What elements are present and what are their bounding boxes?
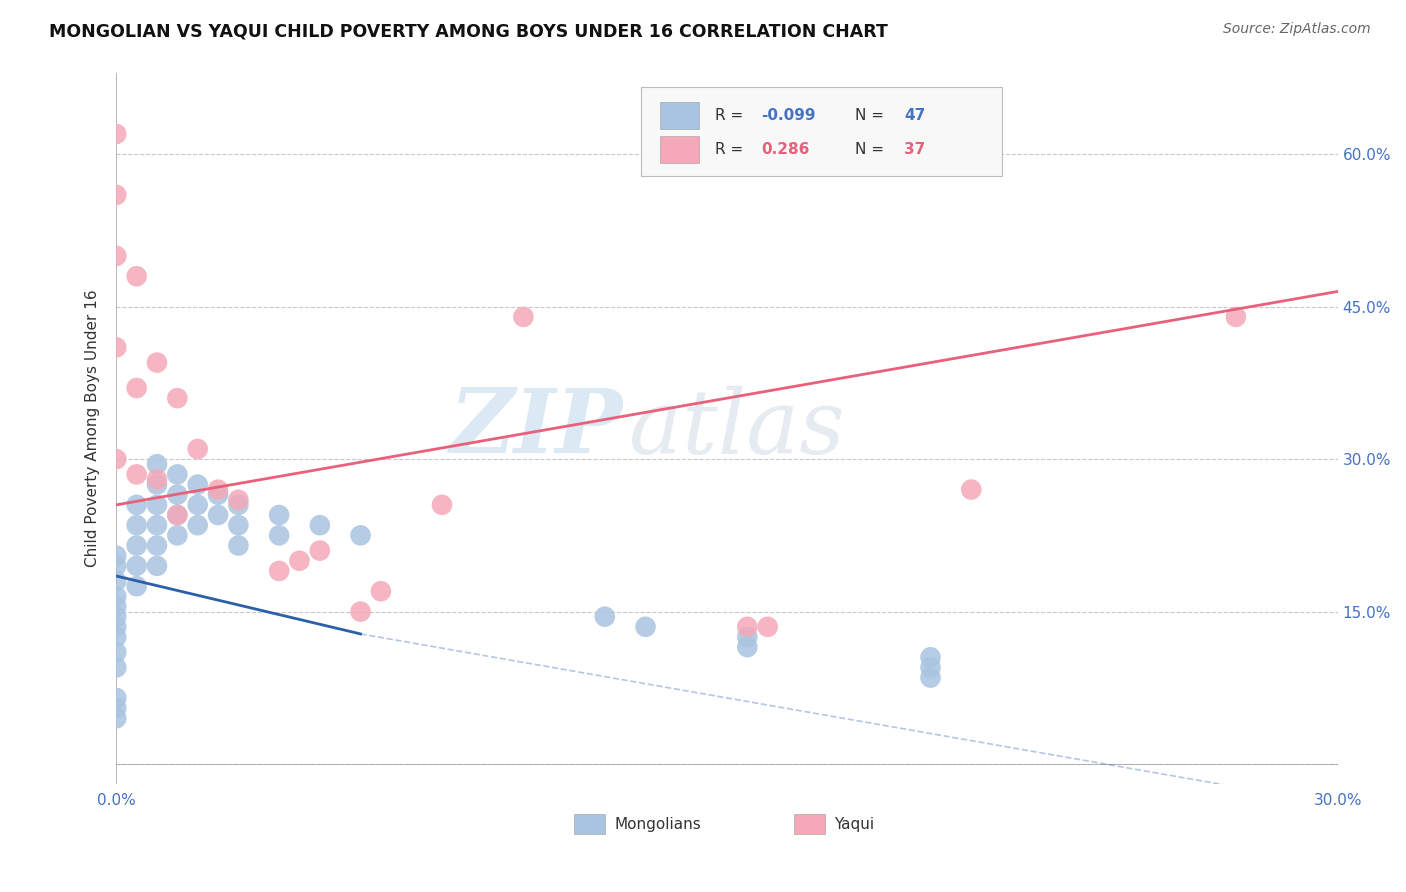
Point: [228, 492, 250, 507]
Point: [105, 660, 128, 674]
Text: Yaqui: Yaqui: [834, 817, 875, 831]
Point: [146, 477, 169, 491]
Point: [146, 558, 169, 573]
Text: 47: 47: [904, 108, 925, 123]
Point: [105, 188, 128, 202]
Point: [105, 711, 128, 725]
Point: [593, 609, 616, 624]
Point: [105, 620, 128, 634]
FancyBboxPatch shape: [641, 87, 1001, 176]
Point: [228, 498, 250, 512]
Point: [105, 340, 128, 354]
Point: [105, 609, 128, 624]
Point: [228, 539, 250, 553]
Point: [920, 650, 942, 665]
Point: [105, 630, 128, 644]
Point: [269, 508, 291, 522]
Point: [166, 467, 188, 482]
Point: [920, 660, 942, 674]
Point: [187, 498, 209, 512]
Text: -0.099: -0.099: [761, 108, 815, 123]
Point: [166, 508, 188, 522]
Point: [370, 584, 392, 599]
Point: [187, 518, 209, 533]
Point: [166, 488, 188, 502]
Point: [105, 574, 128, 588]
Bar: [659, 136, 699, 162]
Point: [349, 528, 371, 542]
Point: [125, 269, 148, 284]
Point: [125, 467, 148, 482]
Point: [308, 518, 330, 533]
Text: atlas: atlas: [630, 385, 845, 472]
Point: [187, 477, 209, 491]
Point: [166, 528, 188, 542]
Point: [125, 579, 148, 593]
Point: [105, 549, 128, 563]
Point: [146, 457, 169, 471]
Point: [207, 488, 229, 502]
Text: 0.286: 0.286: [761, 142, 810, 157]
Point: [105, 645, 128, 659]
Point: [146, 498, 169, 512]
Text: ZIP: ZIP: [450, 385, 623, 472]
Point: [512, 310, 534, 324]
Text: N =: N =: [855, 108, 889, 123]
Point: [308, 543, 330, 558]
Point: [125, 558, 148, 573]
Y-axis label: Child Poverty Among Boys Under 16: Child Poverty Among Boys Under 16: [86, 290, 100, 567]
Point: [756, 620, 779, 634]
Text: Source: ZipAtlas.com: Source: ZipAtlas.com: [1223, 22, 1371, 37]
Bar: [794, 814, 825, 834]
Point: [269, 564, 291, 578]
Text: Mongolians: Mongolians: [614, 817, 702, 831]
Point: [105, 690, 128, 705]
Point: [105, 558, 128, 573]
Point: [146, 518, 169, 533]
Text: MONGOLIAN VS YAQUI CHILD POVERTY AMONG BOYS UNDER 16 CORRELATION CHART: MONGOLIAN VS YAQUI CHILD POVERTY AMONG B…: [49, 22, 889, 40]
Point: [105, 701, 128, 715]
Point: [920, 671, 942, 685]
Text: R =: R =: [714, 142, 748, 157]
Point: [125, 539, 148, 553]
Point: [634, 620, 657, 634]
Point: [105, 590, 128, 604]
Bar: [574, 814, 605, 834]
Point: [125, 518, 148, 533]
Point: [288, 554, 311, 568]
Point: [1225, 310, 1247, 324]
Point: [146, 355, 169, 369]
Point: [105, 127, 128, 141]
Bar: [659, 103, 699, 129]
Point: [105, 599, 128, 614]
Text: 37: 37: [904, 142, 925, 157]
Point: [166, 508, 188, 522]
Point: [207, 508, 229, 522]
Point: [228, 518, 250, 533]
Text: R =: R =: [714, 108, 748, 123]
Point: [187, 442, 209, 456]
Point: [349, 605, 371, 619]
Point: [737, 630, 759, 644]
Point: [146, 473, 169, 487]
Point: [207, 483, 229, 497]
Point: [269, 528, 291, 542]
Point: [105, 452, 128, 467]
Point: [166, 391, 188, 405]
Point: [105, 249, 128, 263]
Point: [125, 498, 148, 512]
Point: [430, 498, 453, 512]
Point: [146, 539, 169, 553]
Point: [125, 381, 148, 395]
Point: [737, 640, 759, 654]
Point: [960, 483, 983, 497]
Text: N =: N =: [855, 142, 889, 157]
Point: [737, 620, 759, 634]
